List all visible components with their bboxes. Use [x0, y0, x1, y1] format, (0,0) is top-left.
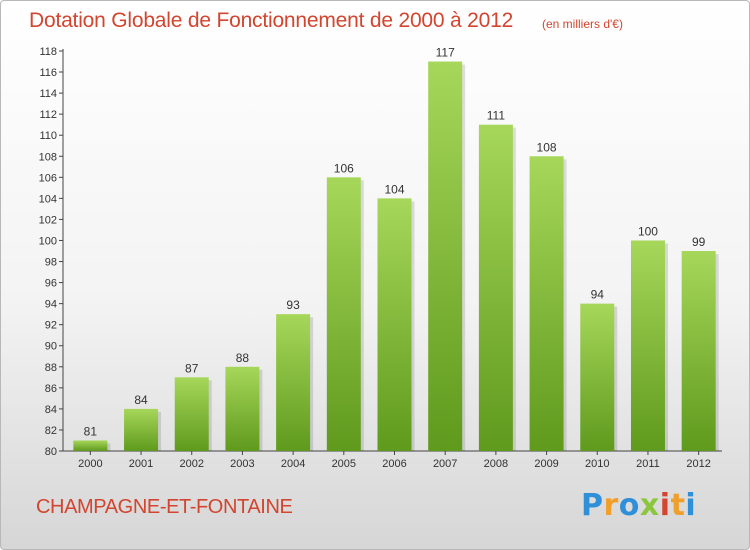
x-tick-label: 2011: [636, 458, 660, 470]
y-tick-label: 84: [45, 404, 57, 416]
logo-letter: t: [670, 488, 686, 523]
logo-letter: i: [659, 488, 671, 523]
y-tick-label: 104: [39, 193, 57, 205]
bar-value-label: 117: [436, 46, 455, 60]
x-tick-label: 2012: [686, 458, 710, 470]
bar: [529, 156, 564, 451]
y-tick-label: 114: [39, 88, 57, 100]
logo-letter: P: [581, 488, 604, 523]
bar: [73, 440, 108, 451]
y-tick-label: 98: [45, 257, 57, 269]
y-tick-label: 112: [39, 109, 57, 121]
bar-value-label: 93: [286, 298, 300, 312]
bar-value-label: 100: [638, 224, 658, 238]
y-tick-label: 96: [45, 278, 57, 290]
y-tick-label: 108: [39, 151, 57, 163]
bar: [276, 314, 311, 451]
x-tick-label: 2008: [484, 458, 508, 470]
bar-value-label: 87: [185, 361, 199, 375]
y-tick-label: 86: [45, 383, 57, 395]
x-tick-label: 2003: [230, 458, 254, 470]
chart-title: Dotation Globale de Fonctionnement de 20…: [29, 9, 514, 32]
bar-value-label: 81: [84, 424, 98, 438]
x-tick-label: 2004: [281, 458, 305, 470]
bar: [630, 240, 665, 451]
x-tick-label: 2002: [179, 458, 203, 470]
y-tick-label: 82: [45, 425, 57, 437]
y-tick-label: 102: [39, 214, 57, 226]
bar: [326, 177, 361, 451]
bar-value-label: 108: [537, 140, 557, 154]
chart-subtitle: (en milliers d'€): [542, 17, 623, 31]
x-tick-label: 2000: [78, 458, 102, 470]
y-tick-label: 80: [45, 446, 57, 458]
bar-value-label: 84: [134, 393, 148, 407]
logo-letter: i: [685, 488, 697, 523]
bar: [428, 61, 463, 452]
y-tick-label: 100: [39, 235, 57, 247]
bar: [225, 366, 260, 451]
x-tick-label: 2007: [433, 458, 457, 470]
bar-value-label: 106: [334, 161, 354, 175]
bar: [377, 198, 412, 451]
bar-value-label: 88: [236, 351, 250, 365]
y-tick-label: 92: [45, 320, 57, 332]
x-tick-label: 2005: [332, 458, 356, 470]
logo-letter: x: [639, 488, 660, 523]
bar: [124, 408, 159, 451]
y-tick-label: 118: [39, 46, 57, 58]
bar: [580, 303, 615, 451]
bar: [174, 377, 209, 451]
x-tick-label: 2010: [585, 458, 609, 470]
y-tick-label: 116: [39, 67, 57, 79]
bar-value-label: 104: [384, 182, 404, 196]
bar-value-label: 99: [692, 235, 706, 249]
y-tick-label: 110: [39, 130, 57, 142]
y-tick-label: 90: [45, 341, 57, 353]
bar: [681, 251, 716, 451]
y-tick-label: 88: [45, 362, 57, 374]
logo-letter: o: [618, 488, 640, 523]
y-tick-label: 106: [39, 172, 57, 184]
proxiti-logo[interactable]: Proxiti: [581, 488, 696, 523]
bar-value-label: 94: [591, 288, 605, 302]
commune-name: CHAMPAGNE-ET-FONTAINE: [36, 496, 293, 518]
bar-value-label: 111: [487, 109, 506, 123]
x-tick-label: 2009: [534, 458, 558, 470]
x-tick-label: 2006: [382, 458, 406, 470]
bar: [478, 124, 513, 452]
logo-letter: r: [603, 488, 619, 523]
y-tick-label: 94: [45, 299, 57, 311]
x-tick-label: 2001: [129, 458, 153, 470]
